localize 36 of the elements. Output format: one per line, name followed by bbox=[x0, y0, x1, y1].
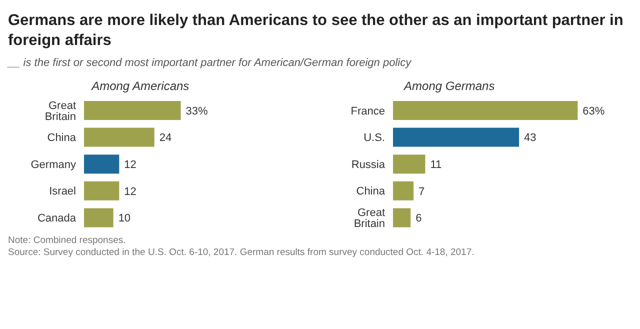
bar bbox=[84, 208, 114, 228]
y-tick-label: China bbox=[356, 186, 386, 198]
chart-title: Among Americans bbox=[90, 79, 190, 93]
text: Note: Combined responses. bbox=[8, 235, 127, 247]
bar bbox=[393, 128, 520, 147]
bar bbox=[84, 181, 120, 200]
data-label: 6 bbox=[416, 212, 422, 225]
y-tick-label: Russia bbox=[351, 158, 386, 171]
text: Germans are more likely than Americans to see the other as an important partner in foreign affairs bbox=[8, 11, 624, 51]
bar bbox=[393, 181, 414, 200]
y-tick-label: France bbox=[350, 105, 385, 118]
text: __ is the first or second most important partner for American/German foreign policy bbox=[8, 57, 412, 69]
source-note: Source: Survey conducted in the U.S. Oct. 6-10, 2017. German results from survey conducted Oct. 4-18, 2017. bbox=[8, 247, 476, 259]
y-tick-label: Germany bbox=[30, 158, 76, 171]
y-tick-label: U.S. bbox=[364, 132, 385, 144]
data-label: 24 bbox=[159, 132, 172, 144]
chart-title: Among Germans bbox=[402, 79, 496, 93]
bar bbox=[393, 154, 426, 174]
y-tick-label: Great Britain bbox=[44, 100, 76, 123]
bar bbox=[393, 208, 411, 228]
bar bbox=[393, 101, 578, 120]
y-tick-label: Canada bbox=[37, 212, 77, 225]
bar bbox=[84, 128, 154, 147]
data-label: 7 bbox=[418, 186, 425, 198]
data-label: 12 bbox=[124, 186, 136, 198]
bar bbox=[84, 154, 120, 174]
y-tick-label: China bbox=[47, 132, 77, 144]
y-tick-label: Israel bbox=[49, 186, 76, 198]
data-label: 43 bbox=[524, 132, 536, 144]
data-label: 10 bbox=[118, 212, 131, 225]
y-tick-label: Great Britain bbox=[354, 207, 385, 230]
data-label: 12 bbox=[124, 159, 136, 172]
data-label: 33% bbox=[186, 105, 208, 118]
data-label: 11 bbox=[430, 159, 442, 172]
bar bbox=[84, 101, 181, 120]
data-label: 63% bbox=[582, 105, 605, 118]
